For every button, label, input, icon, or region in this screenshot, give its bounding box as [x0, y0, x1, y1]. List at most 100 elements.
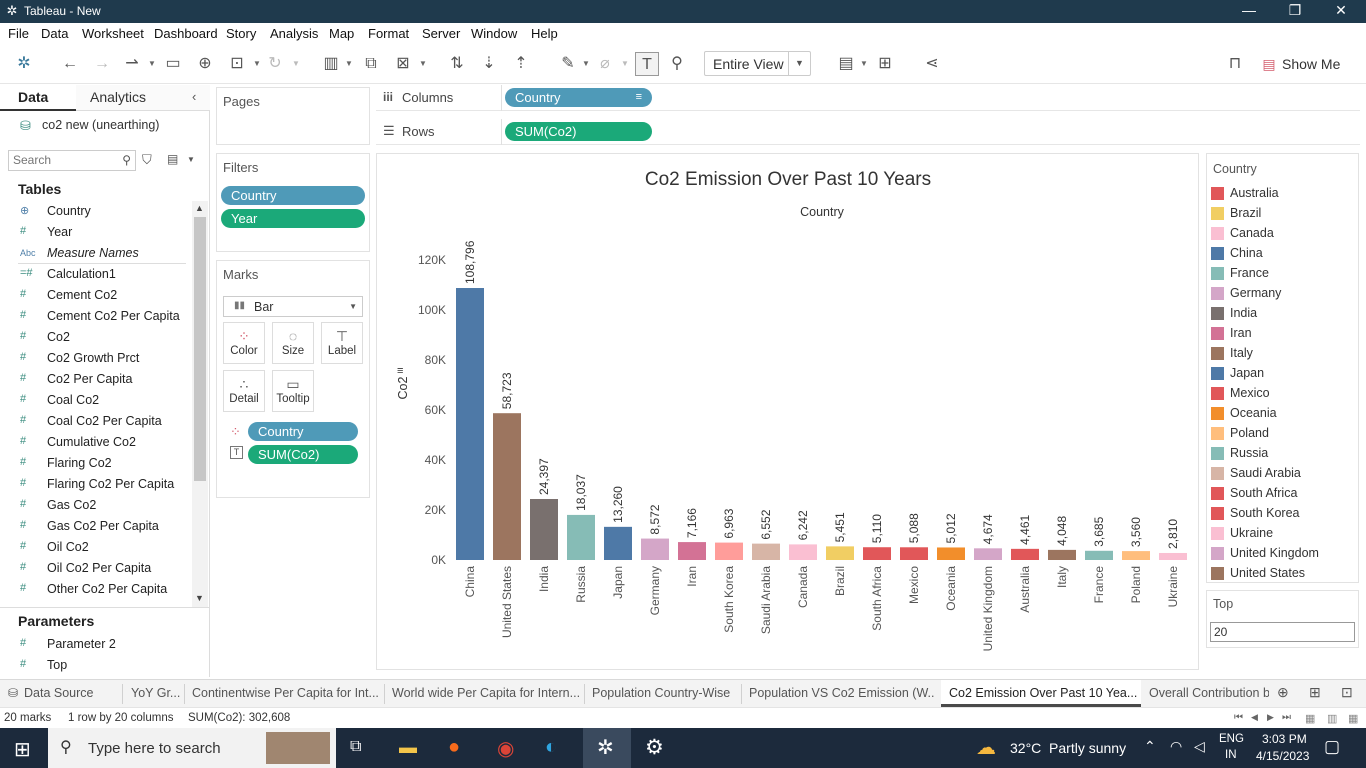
filter-icon[interactable]: ⛉	[142, 152, 152, 167]
task-view-icon[interactable]: ⧉	[350, 738, 362, 755]
mark-type-select[interactable]: ▮▮ Bar ▼	[223, 296, 363, 317]
group-icon[interactable]: ⌀	[600, 55, 610, 72]
bar[interactable]	[789, 544, 817, 560]
tableau-taskbar-button[interactable]: ✲	[583, 728, 631, 768]
x-category-label[interactable]: Japan	[611, 566, 625, 599]
settings-icon[interactable]: ⚙	[645, 736, 664, 759]
replay-icon[interactable]: ⇀	[125, 55, 139, 72]
tooltip-button[interactable]: ▭ Tooltip	[272, 370, 314, 412]
chrome-icon[interactable]: ◉	[497, 738, 515, 760]
x-category-label[interactable]: India	[537, 566, 551, 592]
rows-pill-sum-co2[interactable]: SUM(Co2)	[505, 122, 652, 141]
bar[interactable]	[567, 514, 595, 560]
bar[interactable]	[1085, 550, 1113, 560]
legend-item[interactable]: South Korea	[1211, 504, 1356, 524]
legend-item[interactable]: Russia	[1211, 444, 1356, 464]
x-category-label[interactable]: Iran	[685, 566, 699, 587]
bar[interactable]	[456, 288, 484, 560]
sort-ascending-icon[interactable]: ⇣	[482, 55, 496, 72]
x-category-label[interactable]: South Korea	[722, 566, 736, 633]
legend-item[interactable]: Ukraine	[1211, 524, 1356, 544]
columns-shelf[interactable]: iii Columns Country ≡	[376, 85, 1360, 111]
clear-dropdown-icon[interactable]: ▼	[419, 59, 427, 68]
new-datasource-tab-icon[interactable]: ⊕	[1277, 684, 1289, 700]
menu-worksheet[interactable]: Worksheet	[82, 26, 144, 41]
sorter-view-icon[interactable]: ▦	[1348, 713, 1359, 725]
bar[interactable]	[641, 538, 669, 560]
x-category-label[interactable]: Italy	[1055, 566, 1069, 588]
bar[interactable]	[1011, 548, 1039, 560]
notifications-icon[interactable]: ▢	[1324, 737, 1341, 756]
field-item[interactable]: =# Calculation1	[0, 264, 190, 285]
bar[interactable]	[826, 546, 854, 560]
legend-item[interactable]: South Africa	[1211, 484, 1356, 504]
share-icon[interactable]: ⋖	[925, 55, 939, 72]
filter-pill-country[interactable]: Country	[221, 186, 365, 205]
tab-data[interactable]: Data	[0, 85, 76, 111]
tab-active[interactable]: Co2 Emission Over Past 10 Yea...	[941, 680, 1141, 707]
field-item[interactable]: # Cement Co2	[0, 285, 190, 306]
bar[interactable]	[900, 547, 928, 560]
x-category-label[interactable]: United States	[500, 566, 514, 638]
pause-updates-icon[interactable]: ⊡	[230, 55, 244, 72]
redo-icon[interactable]: →	[94, 55, 110, 72]
new-datasource-icon[interactable]: ⊕	[198, 55, 212, 72]
view-options-icon[interactable]: ▤	[167, 152, 179, 166]
show-labels-icon[interactable]: T	[635, 52, 659, 76]
menu-window[interactable]: Window	[471, 26, 518, 41]
field-item[interactable]: # Gas Co2	[0, 495, 190, 516]
tab-worldwide[interactable]: World wide Per Capita for Intern...	[392, 686, 581, 700]
legend-item[interactable]: Brazil	[1211, 204, 1356, 224]
x-category-label[interactable]: United Kingdom	[981, 566, 995, 651]
bar[interactable]	[493, 413, 521, 560]
legend-item[interactable]: United States	[1211, 564, 1356, 584]
x-category-label[interactable]: France	[1092, 566, 1106, 604]
bar[interactable]	[715, 542, 743, 560]
scroll-down-icon[interactable]: ▼	[195, 593, 204, 603]
pause-dropdown-icon[interactable]: ▼	[253, 59, 261, 68]
show-me-icon[interactable]: ▤	[1262, 56, 1276, 72]
restore-icon[interactable]: ❐	[1288, 2, 1302, 18]
field-item[interactable]: # Flaring Co2 Per Capita	[0, 474, 190, 495]
wifi-icon[interactable]: ◠	[1170, 738, 1183, 754]
legend-item[interactable]: Oceania	[1211, 404, 1356, 424]
columns-pill-country[interactable]: Country ≡	[505, 88, 652, 107]
legend-item[interactable]: Saudi Arabia	[1211, 464, 1356, 484]
close-icon[interactable]: ✕	[1335, 2, 1347, 18]
filmstrip-view-icon[interactable]: ▥	[1327, 713, 1338, 725]
highlight-icon[interactable]: ✎	[561, 55, 575, 72]
tab-population[interactable]: Population Country-Wise	[592, 686, 731, 700]
x-category-label[interactable]: Mexico	[907, 566, 921, 604]
new-worksheet-icon[interactable]: ▥	[323, 55, 339, 72]
menu-map[interactable]: Map	[329, 26, 355, 41]
new-dashboard-tab-icon[interactable]: ⊡	[1341, 684, 1353, 700]
mark-pill-sum-co2[interactable]: SUM(Co2)	[248, 445, 358, 464]
clock-time[interactable]: 3:03 PM	[1262, 732, 1307, 746]
field-item[interactable]: # Oil Co2 Per Capita	[0, 558, 190, 579]
sort-icon[interactable]: ≡	[397, 365, 403, 377]
legend-item[interactable]: Australia	[1211, 184, 1356, 204]
legend-item[interactable]: Iran	[1211, 324, 1356, 344]
field-item[interactable]: # Oil Co2	[0, 537, 190, 558]
save-icon[interactable]: ▭	[165, 55, 181, 72]
prev-sheet-icon[interactable]: ◀	[1251, 712, 1258, 722]
field-item[interactable]: # Coal Co2	[0, 390, 190, 411]
x-category-label[interactable]: Poland	[1129, 566, 1143, 603]
tab-view-icon[interactable]: ▦	[1305, 713, 1316, 725]
tab-continentwise[interactable]: Continentwise Per Capita for Int...	[192, 686, 379, 700]
search-box[interactable]: ⚲	[8, 150, 136, 171]
menu-format[interactable]: Format	[368, 26, 410, 41]
legend-item[interactable]: United Kingdom	[1211, 544, 1356, 564]
fit-select[interactable]: Entire View ▼	[704, 51, 811, 76]
weather-text[interactable]: 32°C Partly sunny	[1010, 740, 1127, 756]
legend-item[interactable]: Japan	[1211, 364, 1356, 384]
x-category-label[interactable]: China	[463, 566, 477, 598]
field-item[interactable]: ⊕ Country	[0, 201, 190, 222]
bar[interactable]	[937, 547, 965, 560]
menu-file[interactable]: File	[8, 26, 29, 41]
field-item[interactable]: # Coal Co2 Per Capita	[0, 411, 190, 432]
language-region[interactable]: IN	[1225, 749, 1237, 761]
x-category-label[interactable]: Canada	[796, 566, 810, 608]
menu-dashboard[interactable]: Dashboard	[154, 26, 218, 41]
scroll-thumb[interactable]	[194, 217, 206, 481]
